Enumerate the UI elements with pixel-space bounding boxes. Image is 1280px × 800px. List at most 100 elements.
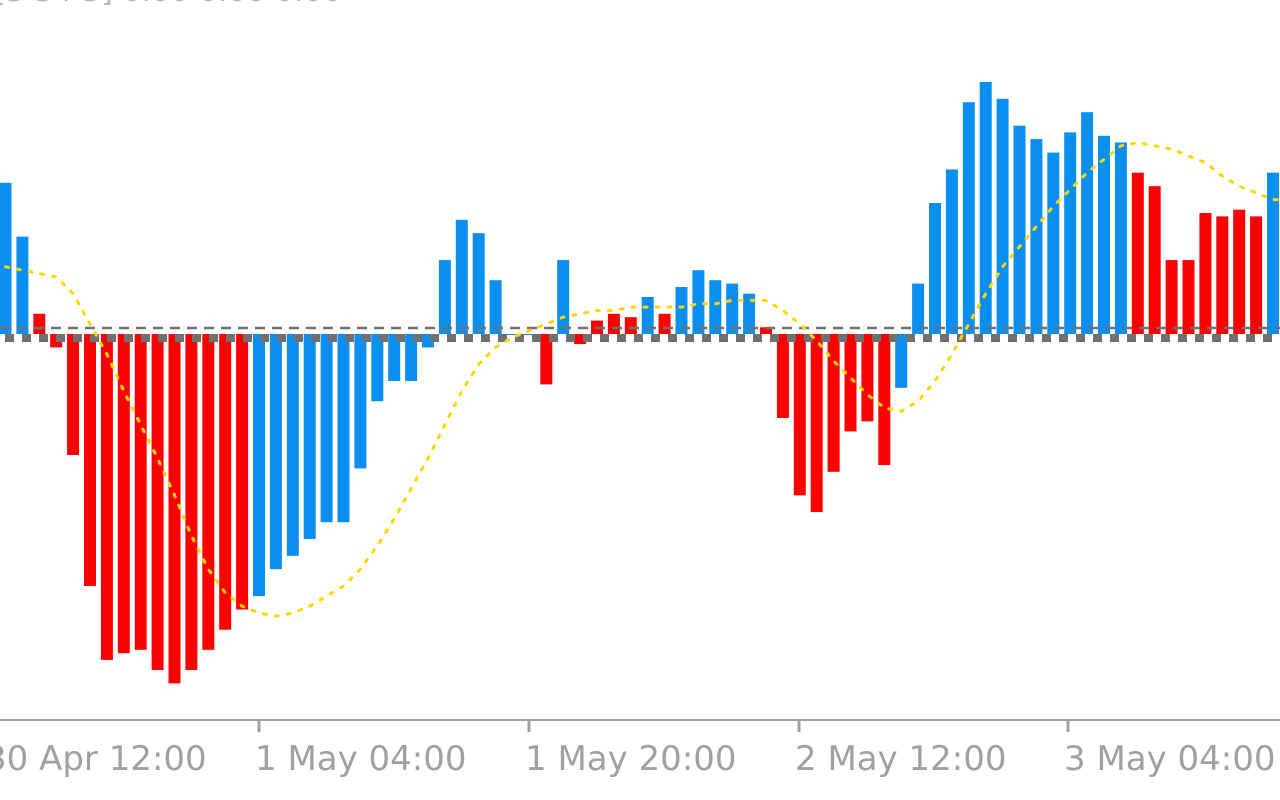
histogram-bar (726, 283, 739, 334)
histogram-bar (320, 334, 333, 523)
histogram-bar (354, 334, 367, 469)
zero-marker (107, 334, 116, 342)
histogram-bar (269, 334, 282, 570)
zero-marker (141, 334, 150, 342)
histogram-bar (979, 82, 992, 334)
histogram-bar (675, 287, 688, 334)
histogram-bars (0, 82, 1279, 684)
histogram-bar (658, 313, 671, 334)
zero-marker (5, 334, 14, 342)
x-tick-label: 3 May 04:00 (1064, 739, 1276, 779)
zero-marker (73, 334, 82, 342)
histogram-bar (303, 334, 316, 539)
histogram-bar (523, 334, 536, 335)
zero-marker (447, 334, 456, 342)
histogram-bar (945, 169, 958, 334)
zero-marker (600, 334, 609, 342)
zero-marker (821, 334, 830, 342)
zero-marker (413, 334, 422, 342)
x-axis: 30 Apr 12:00 1 May 04:00 1 May 20:00 2 May … (0, 719, 1280, 779)
histogram-bar (185, 334, 198, 670)
histogram-bar (1165, 260, 1178, 334)
histogram-bar (844, 334, 857, 432)
zero-marker (1161, 334, 1170, 342)
zero-marker (974, 334, 983, 342)
zero-marker (702, 334, 711, 342)
zero-marker (668, 334, 677, 342)
histogram-bar (1216, 216, 1229, 334)
histogram-bar (16, 236, 29, 334)
histogram-bar (117, 334, 130, 654)
histogram-bar (100, 334, 113, 660)
histogram-bar (67, 334, 80, 455)
zero-marker (175, 334, 184, 342)
histogram-bar (1098, 135, 1110, 334)
zero-marker (1110, 334, 1119, 342)
histogram-bar (1131, 172, 1144, 334)
histogram-bar (692, 270, 705, 334)
zero-marker (226, 334, 235, 342)
histogram-bar (760, 327, 772, 334)
zero-marker (940, 334, 949, 342)
histogram-bar (810, 334, 823, 513)
histogram-bar (0, 182, 12, 334)
histogram-bar (438, 260, 451, 334)
histogram-bar (540, 334, 553, 385)
histogram-bar (1114, 142, 1127, 334)
zero-marker (39, 334, 48, 342)
zero-marker (311, 334, 320, 342)
zero-marker (872, 334, 881, 342)
zero-marker (855, 334, 864, 342)
histogram-bar (996, 98, 1009, 334)
histogram-bar (1148, 186, 1161, 334)
zero-marker (838, 334, 847, 342)
histogram-bar (1064, 132, 1077, 334)
histogram-bar (134, 334, 147, 650)
histogram-bar (912, 283, 925, 334)
x-tick-label: 1 May 04:00 (255, 739, 467, 779)
zero-marker (481, 334, 490, 342)
histogram-bar (168, 334, 181, 684)
zero-marker (209, 334, 218, 342)
indicator-header: [5 34 5] 0.00 0.00 0.00 (0, 0, 342, 9)
histogram-bar (388, 334, 401, 381)
histogram-bar (472, 233, 485, 334)
histogram-bar (709, 280, 722, 334)
zero-marker (294, 334, 303, 342)
zero-marker (1212, 334, 1221, 342)
signal-polyline (4, 140, 1280, 618)
histogram-bar (861, 334, 874, 422)
histogram-bar (286, 334, 299, 556)
zero-marker (549, 334, 558, 342)
histogram-bar (84, 334, 96, 586)
zero-marker (1008, 334, 1017, 342)
zero-marker (379, 334, 388, 342)
histogram-bar (371, 334, 384, 402)
histogram-bar (827, 334, 840, 472)
histogram-bar (557, 260, 570, 334)
signal-line (4, 140, 1280, 618)
zero-marker (651, 334, 660, 342)
zero-marker (991, 334, 1000, 342)
histogram-bar (743, 293, 756, 334)
x-tick-label: 30 Apr 12:00 (0, 739, 207, 779)
zero-marker (583, 334, 592, 342)
zero-marker (90, 334, 99, 342)
histogram-bar (1233, 209, 1246, 334)
zero-marker (566, 334, 575, 342)
histogram-bar (489, 280, 502, 334)
zero-marker (719, 334, 728, 342)
zero-marker (515, 334, 524, 342)
histogram-bar (878, 334, 891, 465)
zero-marker (753, 334, 762, 342)
histogram-bar (607, 313, 620, 334)
zero-marker (260, 334, 269, 342)
zero-marker (243, 334, 252, 342)
zero-marker (634, 334, 643, 342)
x-tick-label: 1 May 20:00 (525, 739, 737, 779)
zero-marker (1059, 334, 1068, 342)
histogram-bar (1267, 172, 1279, 334)
histogram-bar (455, 219, 468, 334)
